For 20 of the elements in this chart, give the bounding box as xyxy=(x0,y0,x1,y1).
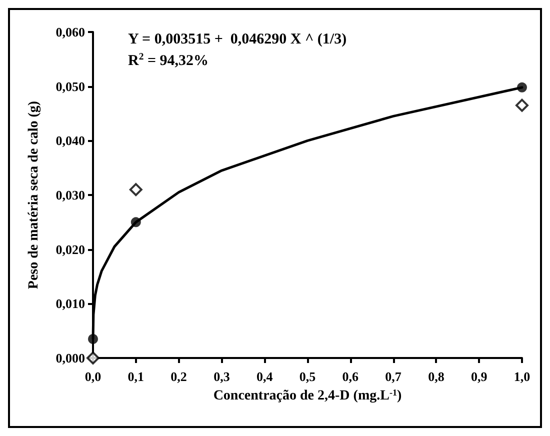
y-tick-label: 0,000 xyxy=(56,350,85,366)
x-tick-label: 0,0 xyxy=(84,369,102,384)
y-tick-label: 0,020 xyxy=(56,242,85,257)
y-tick-label: 0,040 xyxy=(56,133,85,148)
x-tick-label: 0,2 xyxy=(170,369,187,384)
x-tick-label: 0,4 xyxy=(256,369,274,384)
x-tick-label: 0,5 xyxy=(299,369,316,384)
x-tick-label: 0,6 xyxy=(342,369,360,384)
x-tick-label: 0,9 xyxy=(470,369,488,384)
y-axis-title: Peso de matéria seca de calo (g) xyxy=(26,100,42,290)
y-tick-label: 0,060 xyxy=(56,24,85,40)
x-tick-label: 0,1 xyxy=(128,369,144,384)
x-tick-label: 0,3 xyxy=(214,369,230,384)
annotation: Y = 0,003515 + 0,046290 X ^ (1/3) xyxy=(128,32,347,48)
x-tick-label: 0,7 xyxy=(385,369,402,384)
x-tick-label: 0,8 xyxy=(428,369,445,384)
y-tick-label: 0,030 xyxy=(56,188,85,202)
y-tick-label: 0,050 xyxy=(56,78,85,94)
x-tick-label: 1,0 xyxy=(514,369,530,384)
y-tick-label: 0,010 xyxy=(56,296,85,312)
